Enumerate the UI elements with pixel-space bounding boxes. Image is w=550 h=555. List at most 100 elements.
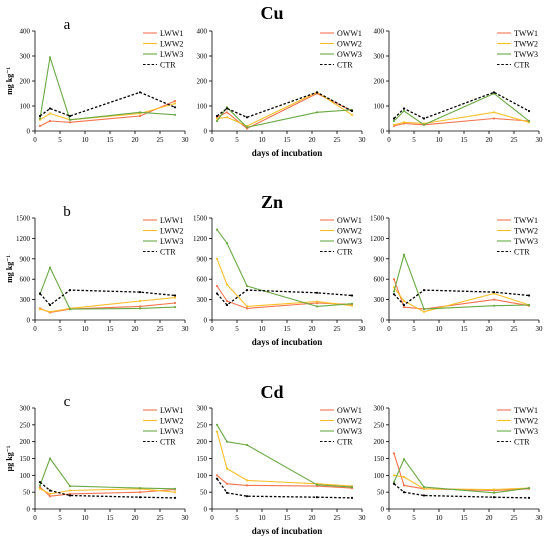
data-point-oww3 xyxy=(225,440,229,443)
y-tick-label: 150 xyxy=(20,455,31,463)
data-point-lww2 xyxy=(48,112,52,115)
legend-label-ctr: CTR xyxy=(514,61,530,70)
x-tick-label: 25 xyxy=(334,136,342,144)
y-tick-label: 0 xyxy=(27,317,31,325)
data-point-tww3 xyxy=(392,290,396,293)
legend-label-oww2: OWW2 xyxy=(337,227,362,236)
data-point-ctr xyxy=(392,293,396,296)
x-tick-label: 30 xyxy=(536,514,544,522)
data-point-ctr xyxy=(492,496,496,499)
data-point-ctr xyxy=(402,107,406,110)
y-tick-label: 1500 xyxy=(193,215,208,223)
data-point-tww1 xyxy=(392,452,396,455)
data-point-tww2 xyxy=(492,488,496,491)
y-tick-label: 600 xyxy=(374,276,385,284)
y-tick-label: 300 xyxy=(374,53,385,61)
legend-label-tww2: TWW2 xyxy=(514,227,538,236)
x-tick-label: 30 xyxy=(536,136,544,144)
y-tick-label: 0 xyxy=(27,506,31,514)
data-point-lww3 xyxy=(68,118,72,121)
x-tick-label: 15 xyxy=(461,514,469,522)
data-point-lww2 xyxy=(48,492,52,495)
data-point-lww1 xyxy=(48,495,52,498)
data-point-ctr xyxy=(225,303,229,307)
x-tick-label: 30 xyxy=(182,136,190,144)
y-tick-label: 300 xyxy=(197,405,208,413)
data-point-ctr xyxy=(48,303,52,307)
panel-letter: c xyxy=(64,394,71,410)
legend-label-lww2: LWW2 xyxy=(160,417,183,426)
row-title-cu: Cu xyxy=(260,3,283,23)
data-point-ctr xyxy=(48,107,52,110)
x-tick-label: 20 xyxy=(309,325,317,333)
x-tick-label: 10 xyxy=(82,514,90,522)
x-tick-label: 0 xyxy=(387,136,391,144)
series-line-ctr xyxy=(216,478,353,499)
x-tick-label: 20 xyxy=(309,514,317,522)
y-tick-label: 1200 xyxy=(370,235,385,243)
x-tick-label: 30 xyxy=(359,514,367,522)
legend-label-ctr: CTR xyxy=(514,438,530,447)
x-tick-label: 30 xyxy=(359,325,367,333)
data-point-tww3 xyxy=(422,308,426,311)
y-tick-label: 1500 xyxy=(370,215,385,223)
data-point-oww3 xyxy=(245,126,249,129)
y-tick-label: 1200 xyxy=(193,235,208,243)
data-point-tww3 xyxy=(422,123,426,126)
data-point-ctr xyxy=(315,291,319,294)
y-tick-label: 300 xyxy=(374,405,385,413)
y-tick-label: 200 xyxy=(20,78,31,86)
series-line-lww3 xyxy=(39,56,176,121)
x-tick-label: 10 xyxy=(436,514,444,522)
data-point-lww1 xyxy=(68,492,72,495)
legend-label-lww1: LWW1 xyxy=(160,216,183,225)
data-point-lww1 xyxy=(173,99,177,103)
x-tick-label: 15 xyxy=(461,136,469,144)
legend-label-oww3: OWW3 xyxy=(337,237,362,246)
y-tick-label: 100 xyxy=(374,103,385,111)
data-point-ctr xyxy=(48,489,52,492)
x-axis-label: days of incubation xyxy=(252,337,323,347)
series-line-ctr xyxy=(393,483,530,499)
row-title-zn: Zn xyxy=(261,192,283,212)
data-point-oww3 xyxy=(315,483,319,486)
legend-label-tww1: TWW1 xyxy=(514,216,538,225)
legend-label-ctr: CTR xyxy=(337,438,353,447)
series-line-ctr xyxy=(39,289,176,306)
data-point-oww1 xyxy=(215,474,219,477)
data-point-lww1 xyxy=(138,491,142,494)
data-point-lww3 xyxy=(48,457,52,460)
x-tick-label: 0 xyxy=(210,514,214,522)
data-point-ctr xyxy=(215,477,219,480)
data-point-ctr xyxy=(38,114,42,118)
data-point-tww3 xyxy=(527,303,531,307)
data-point-ctr xyxy=(138,91,142,94)
y-tick-label: 0 xyxy=(381,317,385,325)
x-tick-label: 10 xyxy=(259,514,267,522)
x-tick-label: 25 xyxy=(157,136,165,144)
x-tick-label: 25 xyxy=(511,514,519,522)
x-tick-label: 10 xyxy=(259,325,267,333)
data-point-tww1 xyxy=(492,298,496,301)
x-tick-label: 5 xyxy=(412,514,416,522)
data-point-tww2 xyxy=(402,121,406,124)
data-point-oww2 xyxy=(350,113,354,116)
data-point-oww3 xyxy=(245,284,249,288)
data-point-oww1 xyxy=(245,307,249,310)
row-title-cd: Cd xyxy=(260,382,283,402)
data-point-ctr xyxy=(225,491,229,494)
data-point-ctr xyxy=(422,117,426,120)
y-tick-label: 100 xyxy=(197,472,208,480)
y-tick-label: 300 xyxy=(197,53,208,61)
data-point-ctr xyxy=(527,496,531,499)
legend-label-lww1: LWW1 xyxy=(160,29,183,38)
data-point-tww2 xyxy=(492,111,496,114)
legend-label-lww3: LWW3 xyxy=(160,237,183,246)
data-point-lww3 xyxy=(48,266,52,269)
y-tick-label: 300 xyxy=(374,296,385,304)
data-point-ctr xyxy=(225,107,229,110)
x-tick-label: 15 xyxy=(107,325,115,333)
